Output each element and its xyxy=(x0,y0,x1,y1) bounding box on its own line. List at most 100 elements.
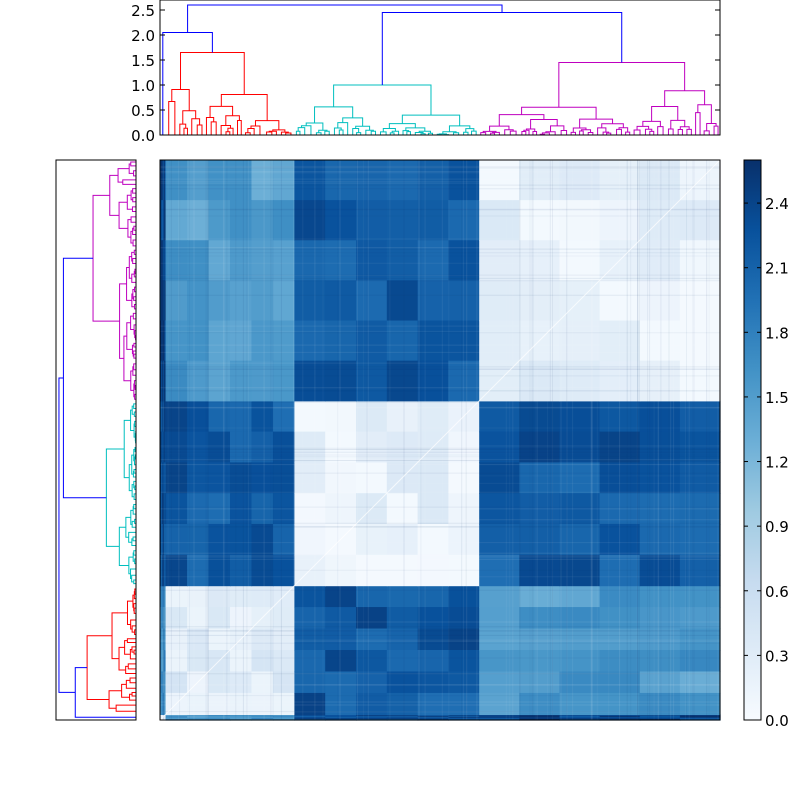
heatmap-cell xyxy=(165,607,188,630)
heatmap-cell xyxy=(519,671,561,694)
heatmap-cell xyxy=(164,628,167,651)
heatmap-cell xyxy=(356,320,388,362)
top-dendrogram-y-axis: 0.0 0.5 1.0 1.5 2.0 2.5 xyxy=(131,2,720,145)
heatmap-cell xyxy=(356,671,388,694)
heatmap-cell xyxy=(599,650,641,673)
dendrogram-link xyxy=(118,201,128,229)
heatmap-cell xyxy=(386,493,419,525)
dendrogram-link xyxy=(670,119,686,130)
heatmap-cell xyxy=(448,718,480,720)
heatmap-cell xyxy=(160,462,163,494)
heatmap-cell xyxy=(163,400,166,433)
heatmap-cell xyxy=(187,320,210,362)
heatmap-cell xyxy=(208,160,231,201)
heatmap-cell xyxy=(162,554,165,587)
heatmap-cell xyxy=(187,717,210,719)
dendrogram-link xyxy=(92,194,120,322)
heatmap-cell xyxy=(325,493,357,525)
heatmap-cell xyxy=(448,240,480,281)
colorbar-tick-label: 2.1 xyxy=(765,260,789,278)
heatmap-cell xyxy=(160,400,163,433)
heatmap-cell xyxy=(679,431,721,463)
heatmap-cell xyxy=(162,718,165,720)
heatmap-cell xyxy=(163,671,166,694)
dendrogram-link xyxy=(532,130,538,135)
heatmap-cell xyxy=(325,650,357,673)
heatmap-cell xyxy=(208,400,231,433)
heatmap-cell xyxy=(161,431,164,463)
heatmap-cell xyxy=(386,524,419,556)
heatmap-cell xyxy=(417,607,449,630)
heatmap-cell xyxy=(559,524,601,556)
heatmap-cell xyxy=(386,160,419,201)
heatmap-cell xyxy=(325,462,357,494)
heatmap-cell xyxy=(386,554,419,587)
heatmap-cell xyxy=(160,431,163,463)
dendrogram-link xyxy=(131,625,136,633)
heatmap-cell xyxy=(162,160,165,201)
heatmap-cell xyxy=(559,671,601,694)
heatmap-cell xyxy=(639,493,681,525)
dendrogram-link xyxy=(179,123,187,135)
heatmap-cell xyxy=(479,671,520,694)
heatmap-cell xyxy=(251,240,274,281)
dendrogram-link xyxy=(644,128,653,135)
heatmap-cell xyxy=(163,585,166,608)
heatmap-cell xyxy=(208,585,231,608)
dendrogram-link xyxy=(131,206,136,213)
heatmap-cell xyxy=(251,718,274,720)
dendrogram-link xyxy=(205,117,215,135)
heatmap-cell xyxy=(251,628,274,651)
heatmap-cell xyxy=(679,280,721,322)
dendrogram-link xyxy=(168,100,176,135)
heatmap-cell xyxy=(162,671,165,694)
heatmap-cell xyxy=(164,717,167,719)
heatmap-cell xyxy=(208,716,231,718)
heatmap-cell xyxy=(161,320,164,362)
heatmap-cell xyxy=(479,493,520,525)
heatmap-cell xyxy=(165,400,188,433)
heatmap-cell xyxy=(417,493,449,525)
dendrogram-link xyxy=(111,612,128,660)
dendrogram-link xyxy=(651,105,679,122)
heatmap-cell xyxy=(165,280,188,322)
heatmap-cell xyxy=(559,718,601,720)
heatmap-cell xyxy=(163,431,166,463)
heatmap-cell xyxy=(599,431,641,463)
colorbar-tick-label: 0.3 xyxy=(765,647,789,665)
heatmap-cell xyxy=(208,671,231,694)
heatmap-cell xyxy=(599,585,641,608)
heatmap-cell xyxy=(479,718,520,720)
heatmap-cell xyxy=(251,671,274,694)
heatmap-cell xyxy=(165,462,188,494)
heatmap-cell xyxy=(160,160,163,201)
heatmap-cell xyxy=(294,692,326,715)
heatmap-cell xyxy=(356,160,388,201)
heatmap-cell xyxy=(161,280,164,322)
heatmap-cell xyxy=(356,714,388,716)
heatmap-cell xyxy=(519,400,561,433)
heatmap-cell xyxy=(187,160,210,201)
colorbar-tick-label: 1.5 xyxy=(765,389,789,407)
heatmap-cell xyxy=(325,431,357,463)
dendrogram-link xyxy=(686,128,692,135)
heatmap-cell xyxy=(479,462,520,494)
heatmap-cell xyxy=(160,524,162,556)
heatmap-cell xyxy=(160,671,162,694)
heatmap-cell xyxy=(294,160,326,201)
colorbar-tick-label: 0.6 xyxy=(765,583,789,601)
heatmap-cell xyxy=(251,717,274,719)
heatmap-cell xyxy=(679,715,721,717)
heatmap-cell xyxy=(230,431,253,463)
heatmap-cell xyxy=(417,628,449,651)
heatmap-cell xyxy=(160,554,163,587)
heatmap-cell xyxy=(559,360,601,402)
dendrogram-link xyxy=(295,130,301,135)
heatmap-cell xyxy=(294,320,326,362)
heatmap-cell xyxy=(161,692,164,715)
heatmap-cell xyxy=(160,280,163,322)
heatmap-cell xyxy=(386,714,419,716)
heatmap-cell xyxy=(208,628,231,651)
heatmap-cell xyxy=(519,607,561,630)
heatmap-cell xyxy=(519,360,561,402)
